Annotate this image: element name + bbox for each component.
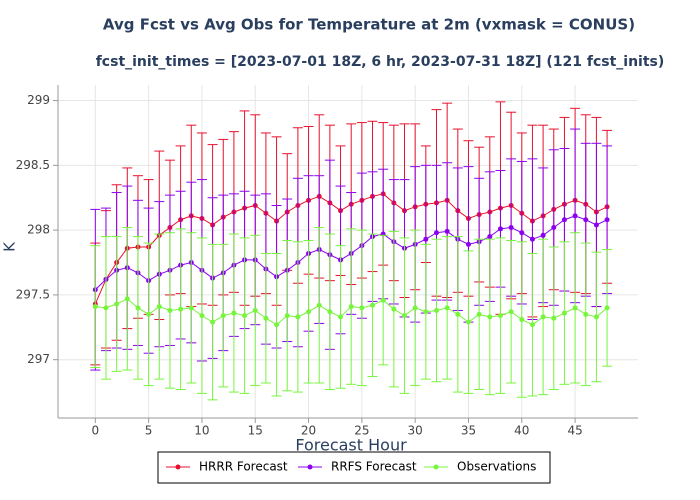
- marker: [263, 315, 269, 321]
- marker: [380, 297, 386, 303]
- marker: [338, 314, 344, 320]
- marker: [146, 311, 152, 317]
- marker: [306, 309, 312, 315]
- chart-title: Avg Fcst vs Avg Obs for Temperature at 2…: [103, 16, 635, 34]
- x-tick-label: 45: [567, 424, 582, 438]
- marker: [497, 226, 503, 232]
- x-tick-label: 5: [145, 424, 153, 438]
- legend-marker: [175, 464, 181, 470]
- marker: [529, 236, 535, 242]
- legend-label: RRFS Forecast: [331, 460, 417, 474]
- marker: [220, 313, 226, 319]
- marker: [487, 234, 493, 240]
- marker: [497, 313, 503, 319]
- x-tick-label: 25: [354, 424, 369, 438]
- marker: [529, 322, 535, 328]
- marker: [348, 304, 354, 310]
- x-tick-label: 0: [91, 424, 99, 438]
- marker: [135, 305, 141, 311]
- marker: [433, 230, 439, 236]
- marker: [604, 217, 610, 223]
- marker: [583, 311, 589, 317]
- marker: [593, 314, 599, 320]
- marker: [465, 241, 471, 247]
- legend-box: [157, 451, 551, 484]
- x-tick-label: 40: [514, 424, 529, 438]
- marker: [370, 302, 376, 308]
- marker: [561, 217, 567, 223]
- marker: [316, 302, 322, 308]
- marker: [391, 306, 397, 312]
- marker: [295, 314, 301, 320]
- marker: [519, 317, 525, 323]
- marker: [167, 307, 173, 313]
- x-tick-label: 35: [461, 424, 476, 438]
- legend-marker: [307, 464, 313, 470]
- marker: [114, 301, 120, 307]
- x-tick-label: 10: [194, 424, 209, 438]
- marker: [92, 304, 98, 310]
- y-tick-label: 298: [27, 223, 50, 237]
- legend-marker: [433, 464, 439, 470]
- marker: [188, 305, 194, 311]
- x-tick-label: 15: [248, 424, 263, 438]
- marker: [284, 313, 290, 319]
- marker: [124, 296, 130, 302]
- marker: [593, 222, 599, 228]
- marker: [455, 311, 461, 317]
- marker: [199, 313, 205, 319]
- marker: [508, 225, 514, 231]
- y-tick-label: 298.5: [16, 158, 50, 172]
- marker: [508, 309, 514, 315]
- marker: [178, 306, 184, 312]
- marker: [604, 305, 610, 311]
- marker: [210, 319, 216, 325]
- x-tick-label: 30: [408, 424, 423, 438]
- marker: [274, 322, 280, 328]
- y-tick-label: 297: [27, 352, 50, 366]
- marker: [327, 309, 333, 315]
- marker: [572, 305, 578, 311]
- y-tick-label: 299: [27, 93, 50, 107]
- marker: [402, 313, 408, 319]
- marker: [583, 217, 589, 223]
- marker: [433, 307, 439, 313]
- marker: [572, 213, 578, 219]
- marker: [551, 225, 557, 231]
- x-tick-label: 20: [301, 424, 316, 438]
- y-axis-title: K: [1, 241, 19, 252]
- marker: [423, 236, 429, 242]
- marker: [252, 307, 258, 313]
- chart-subtitle: fcst_init_times = [2023-07-01 18Z, 6 hr,…: [96, 54, 665, 70]
- legend-label: Observations: [457, 460, 536, 474]
- marker: [156, 304, 162, 310]
- marker: [540, 314, 546, 320]
- marker: [231, 310, 237, 316]
- marker: [444, 305, 450, 311]
- marker: [465, 319, 471, 325]
- marker: [487, 314, 493, 320]
- marker: [242, 313, 248, 319]
- marker: [359, 305, 365, 311]
- y-tick-label: 297.5: [16, 287, 50, 301]
- marker: [519, 230, 525, 236]
- x-axis-title: Forecast Hour: [295, 436, 407, 455]
- marker: [540, 232, 546, 238]
- marker: [551, 315, 557, 321]
- marker: [444, 228, 450, 234]
- marker: [423, 309, 429, 315]
- marker: [561, 310, 567, 316]
- legend-label: HRRR Forecast: [199, 460, 288, 474]
- marker: [476, 311, 482, 317]
- marker: [412, 305, 418, 311]
- marker: [103, 305, 109, 311]
